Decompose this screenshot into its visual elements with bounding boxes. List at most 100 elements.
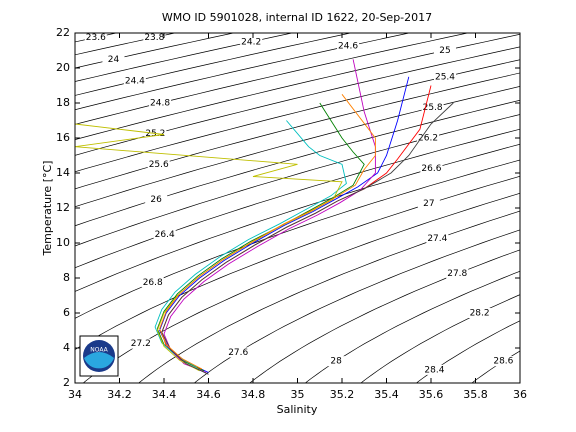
contour-label-bg	[325, 356, 348, 367]
contour-label-bg	[433, 45, 456, 56]
y-tick-label: 14	[56, 166, 70, 179]
contour-label-bg	[337, 41, 360, 52]
density-contour	[75, 114, 520, 247]
contour-label-bg	[417, 198, 440, 209]
contour-label-bg	[141, 277, 164, 288]
density-contour	[75, 59, 520, 173]
y-tick-label: 16	[56, 131, 70, 144]
contour-label: 23.6	[86, 33, 106, 43]
contour-label-bg	[420, 163, 443, 174]
contour-label: 26.6	[421, 164, 441, 174]
x-tick-label: 35	[291, 388, 305, 401]
density-contour	[360, 294, 520, 383]
contour-label: 27.8	[447, 269, 467, 279]
contour-label: 24.4	[125, 77, 145, 87]
density-contour	[75, 159, 520, 319]
y-tick-label: 2	[63, 376, 70, 389]
y-tick-label: 8	[63, 271, 70, 284]
contour-label: 26.4	[155, 230, 175, 240]
density-contour	[193, 229, 520, 383]
density-contour	[75, 33, 470, 125]
contour-label-bg	[129, 338, 152, 349]
contour-label: 27.6	[228, 348, 248, 358]
y-tick-label: 20	[56, 61, 70, 74]
density-contour	[249, 249, 520, 383]
density-contour	[75, 128, 520, 269]
y-tick-label: 12	[56, 201, 70, 214]
contour-label-bg	[143, 33, 166, 43]
density-contour	[75, 33, 411, 111]
contour-label: 27	[423, 199, 434, 209]
contour-label-bg	[423, 364, 446, 375]
contour-label: 25.4	[435, 72, 455, 82]
contour-label: 26	[150, 195, 162, 205]
contour-label-bg	[446, 268, 469, 279]
contour-label-bg	[123, 76, 146, 87]
x-tick-label: 34.2	[107, 388, 132, 401]
x-axis-label: Salinity	[277, 403, 318, 416]
contour-label-bg	[227, 347, 250, 358]
logo-text: NOAA	[90, 347, 108, 354]
y-tick-label: 6	[63, 306, 70, 319]
contour-label: 24	[108, 55, 120, 65]
x-tick-label: 34.8	[241, 388, 266, 401]
x-tick-label: 34.6	[196, 388, 221, 401]
y-tick-label: 22	[56, 26, 70, 39]
contour-label-bg	[492, 356, 515, 367]
contour-label-bg	[147, 159, 170, 170]
contour-label: 25.6	[149, 160, 169, 170]
noaa-logo: NOAA	[79, 335, 119, 377]
density-contour	[82, 192, 520, 383]
contour-label-bg	[426, 233, 449, 244]
contour-label-bg	[240, 36, 263, 47]
contour-label: 26.8	[143, 278, 163, 288]
contour-label: 25.2	[145, 129, 165, 139]
contour-label: 25	[439, 46, 450, 56]
x-tick-label: 35.8	[463, 388, 488, 401]
chart-title: WMO ID 5901028, internal ID 1622, 20-Sep…	[162, 11, 432, 24]
profile-line	[159, 94, 376, 370]
contour-label: 24.2	[241, 37, 261, 47]
profile-line	[163, 59, 376, 373]
density-contour	[138, 210, 520, 383]
contour-label: 28	[330, 357, 342, 367]
density-contour	[75, 143, 520, 292]
contour-label-bg	[433, 71, 456, 82]
density-contour	[75, 46, 520, 156]
density-contour	[75, 33, 294, 82]
contour-label: 28.6	[493, 357, 513, 367]
contour-label: 28.2	[470, 309, 490, 319]
profile-line	[154, 120, 347, 368]
contour-label-bg	[417, 133, 440, 143]
y-tick-label: 10	[56, 236, 70, 249]
contour-label: 27.2	[131, 339, 151, 349]
contour-label: 27.4	[427, 234, 447, 244]
contour-label-bg	[102, 54, 125, 65]
contour-label: 23.8	[144, 33, 164, 43]
x-tick-label: 36	[513, 388, 527, 401]
contours: 23.6 23.8 24 24.2 24.4 24.6 24.8 25 25.2 25.4 25.6…	[75, 33, 520, 383]
profile-line	[156, 102, 365, 372]
contour-label: 25.8	[423, 103, 443, 113]
contour-label: 24.8	[150, 99, 170, 109]
density-contour	[75, 72, 520, 190]
profiles	[75, 59, 454, 375]
contour-label-bg	[149, 98, 172, 108]
y-axis-label: Temperature [°C]	[41, 161, 54, 257]
y-tick-label: 18	[56, 96, 70, 109]
contour-label-bg	[153, 229, 176, 240]
x-tick-label: 34.4	[152, 388, 177, 401]
contour-label: 24.6	[338, 42, 358, 52]
x-tick-label: 35.2	[330, 388, 355, 401]
profile-line	[161, 102, 454, 375]
contour-label: 28.4	[424, 365, 444, 375]
x-tick-label: 34	[68, 388, 82, 401]
contour-label-bg	[84, 33, 107, 43]
x-tick-label: 35.4	[374, 388, 399, 401]
density-contour	[75, 99, 520, 227]
contour-label-bg	[145, 194, 168, 205]
density-contour	[415, 320, 520, 383]
contour-label: 26.2	[418, 134, 438, 144]
